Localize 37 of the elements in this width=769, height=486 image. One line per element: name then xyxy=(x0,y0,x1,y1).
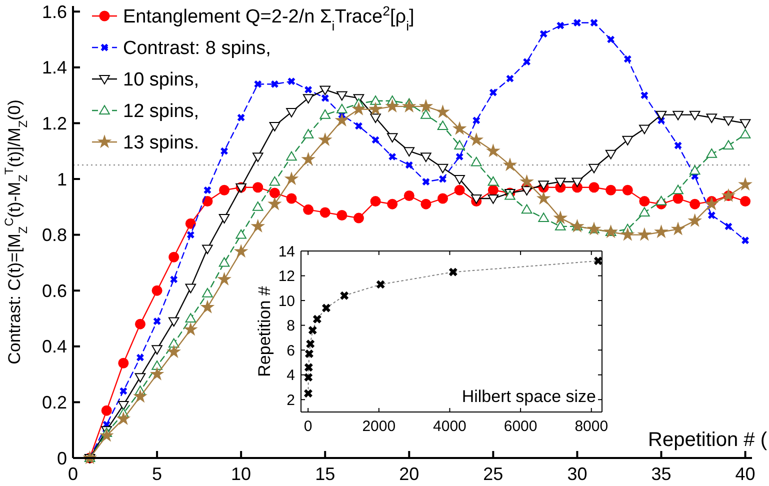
y-tick-label: 4 xyxy=(286,367,295,384)
x-tick-label: 2000 xyxy=(362,418,396,435)
y-axis-title: Repetition # xyxy=(255,286,274,377)
y-tick-label: 0.8 xyxy=(42,225,67,246)
y-tick-label: 1.6 xyxy=(42,2,67,22)
y-tick-label: 0.4 xyxy=(42,336,67,357)
legend-label: Entanglement Q=2-2/n Σ$_{i}$Trace$^{2}$[ρ$_{i}$] xyxy=(123,3,414,34)
x-tick-label: 8000 xyxy=(574,418,608,435)
x-tick-label: 6000 xyxy=(504,418,538,435)
y-tick-label: 0 xyxy=(56,448,67,468)
x-tick-label: 4000 xyxy=(433,418,466,435)
y-tick-label: 10 xyxy=(278,292,295,310)
x-tick-label: 15 xyxy=(315,464,336,484)
y-tick-label: 0.6 xyxy=(42,280,67,301)
x-tick-label: 5 xyxy=(152,464,162,484)
x-tick-label: 20 xyxy=(399,464,420,484)
y-tick-label: 1 xyxy=(56,169,67,190)
x-tick-label: 0 xyxy=(304,418,312,435)
y-tick-label: 1.2 xyxy=(42,113,67,134)
x-axis-title: Repetition # ( xyxy=(648,429,768,451)
x-tick-label: 35 xyxy=(651,464,672,484)
y-tick-label: 14 xyxy=(278,243,295,260)
x-tick-label: 30 xyxy=(567,464,588,484)
legend-label: 12 spins, xyxy=(123,101,200,122)
y-tick-label: 0.2 xyxy=(42,392,67,412)
x-axis-title: Hilbert space size xyxy=(462,387,596,406)
legend-label: 10 spins, xyxy=(123,70,200,91)
x-tick-label: 25 xyxy=(483,464,504,484)
y-tick-label: 1.4 xyxy=(42,58,67,78)
legend-label: Contrast: 8 spins, xyxy=(123,38,271,60)
y-tick-label: 6 xyxy=(286,342,295,360)
x-tick-label: 10 xyxy=(231,464,252,484)
x-tick-label: 40 xyxy=(735,464,756,484)
legend-label: 13 spins. xyxy=(123,132,200,154)
y-tick-label: 8 xyxy=(286,318,295,335)
y-tick-label: 2 xyxy=(286,392,295,409)
y-tick-label: 12 xyxy=(278,268,295,286)
